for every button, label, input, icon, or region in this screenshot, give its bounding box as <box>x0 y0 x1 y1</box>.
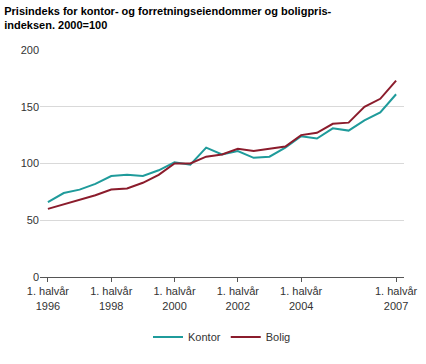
svg-text:50: 50 <box>27 214 39 226</box>
svg-text:0: 0 <box>33 271 39 283</box>
svg-text:1. halvår1996: 1. halvår1996 <box>27 285 70 311</box>
svg-text:Kontor: Kontor <box>188 331 221 343</box>
svg-text:1. halvår2004: 1. halvår2004 <box>280 285 323 311</box>
svg-text:150: 150 <box>21 101 39 113</box>
svg-text:100: 100 <box>21 157 39 169</box>
svg-text:1. halvår2002: 1. halvår2002 <box>217 285 260 311</box>
svg-text:Prisindeks for kontor- og forr: Prisindeks for kontor- og forretningseie… <box>4 5 331 31</box>
svg-text:Bolig: Bolig <box>266 331 290 343</box>
svg-text:1. halvår2000: 1. halvår2000 <box>153 285 196 311</box>
svg-text:1. halvår1998: 1. halvår1998 <box>90 285 133 311</box>
svg-text:200: 200 <box>21 44 39 56</box>
svg-text:1. halvår2007: 1. halvår2007 <box>375 285 418 311</box>
